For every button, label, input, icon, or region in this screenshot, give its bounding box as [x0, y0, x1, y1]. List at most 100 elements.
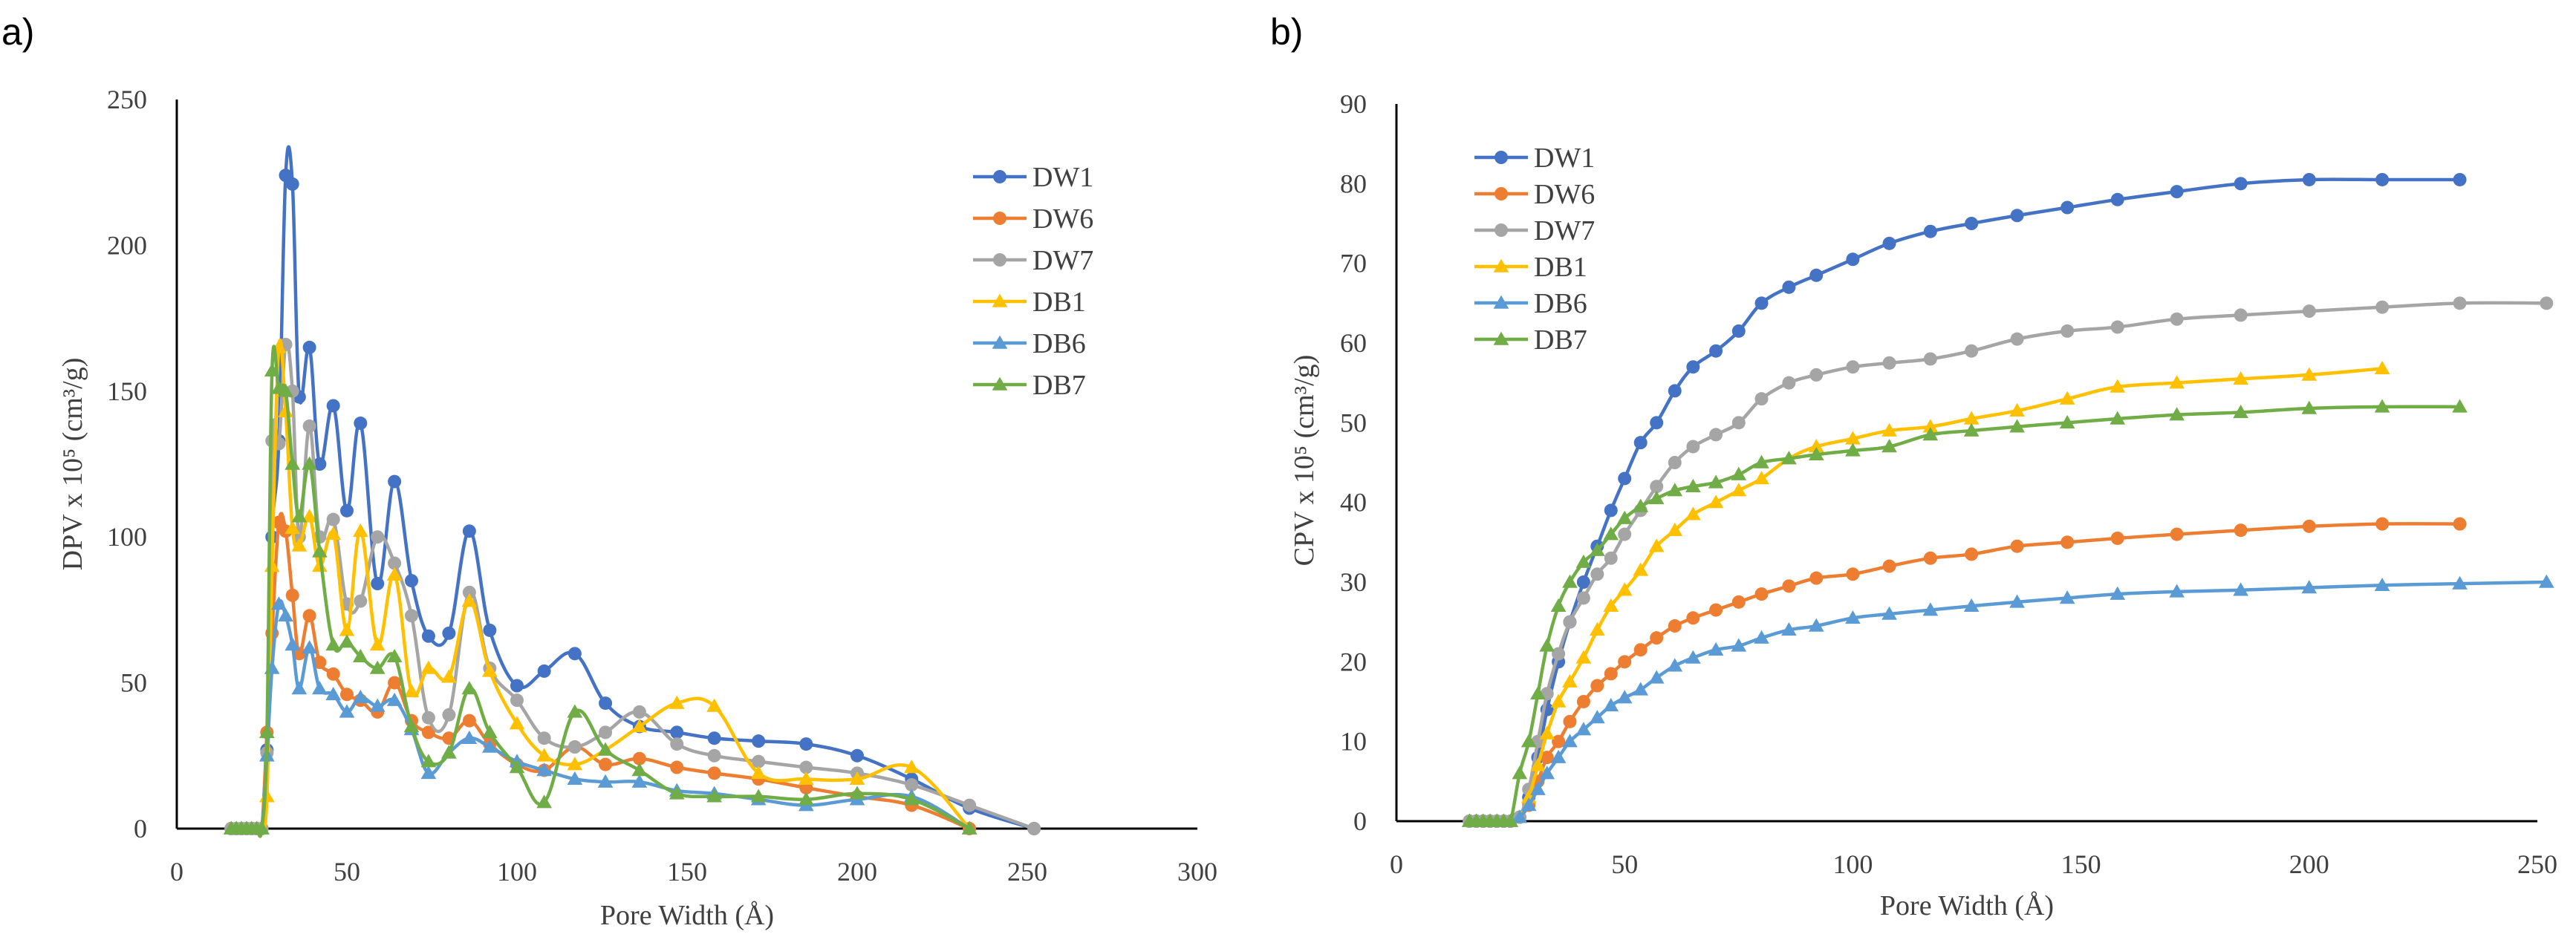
data-point — [421, 711, 435, 725]
data-point — [1809, 571, 1824, 585]
data-point — [1493, 331, 1509, 345]
data-point — [405, 574, 419, 588]
data-point — [1808, 439, 1824, 453]
legend-entry-db1: DB1 — [1474, 252, 1587, 283]
data-point — [388, 556, 402, 570]
data-point — [1782, 579, 1796, 593]
data-point — [1809, 268, 1824, 282]
data-point — [1494, 151, 1508, 164]
data-point — [313, 656, 327, 670]
x-tick-label: 100 — [497, 857, 537, 887]
x-tick-label: 300 — [1177, 857, 1217, 887]
data-point — [993, 170, 1006, 183]
data-point — [339, 622, 355, 636]
legend: DW1 DW6 DW7 DB1 DB6 DB7 — [1474, 143, 1595, 356]
data-point — [1633, 498, 1649, 512]
data-point — [1550, 749, 1567, 763]
y-axis-title: CPV x 10⁵ (cm³/g) — [1289, 355, 1320, 567]
data-point — [752, 734, 766, 748]
data-point — [1575, 650, 1592, 664]
data-point — [992, 293, 1008, 307]
data-point — [352, 648, 368, 663]
x-axis-title: Pore Width (Å) — [1880, 890, 2054, 921]
y-tick-labels: 0 10 20 30 40 50 60 70 80 90 — [1340, 89, 1367, 836]
data-point — [302, 419, 316, 433]
data-point — [1512, 765, 1528, 780]
data-point — [631, 774, 648, 788]
data-point — [993, 212, 1006, 225]
y-tick-label: 150 — [107, 376, 147, 406]
data-point — [302, 509, 317, 523]
legend-entry-db1: DB1 — [973, 287, 1086, 318]
data-point — [403, 719, 420, 733]
data-point — [461, 593, 478, 607]
data-point — [2538, 574, 2554, 588]
series-db6 — [1461, 574, 2554, 827]
data-point — [1882, 236, 1896, 250]
data-point — [1648, 538, 1665, 552]
legend-label: DB6 — [1032, 328, 1086, 359]
series-line — [231, 512, 970, 838]
data-point — [1650, 480, 1664, 494]
data-point — [1881, 606, 1897, 620]
y-tick-label: 30 — [1340, 567, 1367, 597]
y-tick-label: 250 — [107, 85, 147, 114]
legend-label: DB1 — [1534, 252, 1587, 283]
data-point — [1923, 352, 1937, 366]
data-point — [386, 567, 403, 581]
data-point — [1667, 522, 1683, 536]
data-point — [2009, 419, 2025, 433]
data-point — [2110, 411, 2126, 425]
data-point — [1589, 710, 1605, 724]
data-point — [1731, 595, 1746, 609]
data-point — [285, 588, 299, 602]
data-point — [369, 660, 386, 674]
data-point — [1618, 527, 1632, 541]
legend-entry-dw6: DW6 — [1474, 179, 1595, 210]
y-tick-label: 60 — [1340, 328, 1367, 358]
data-point — [1686, 440, 1700, 454]
data-point — [798, 791, 814, 806]
data-point — [2170, 527, 2184, 541]
data-point — [1027, 822, 1041, 835]
data-point — [2374, 360, 2390, 375]
data-point — [1922, 419, 1939, 433]
data-point — [537, 731, 551, 745]
data-point — [2061, 535, 2075, 549]
data-point — [264, 362, 280, 377]
x-tick-labels: 0 50 100 150 200 250 — [1390, 849, 2557, 879]
data-point — [707, 731, 721, 745]
legend-label: DW7 — [1534, 215, 1595, 247]
data-point — [1965, 217, 1979, 230]
series-line — [1469, 522, 2460, 823]
data-point — [302, 640, 317, 654]
data-point — [849, 771, 865, 785]
data-point — [850, 748, 864, 763]
data-point — [1493, 295, 1509, 309]
series-db1 — [1461, 360, 2390, 827]
data-point — [1503, 813, 1518, 827]
panel-label-a: a) — [1, 11, 34, 53]
y-tick-label: 20 — [1340, 647, 1367, 676]
legend-entry-db7: DB7 — [1474, 324, 1587, 356]
x-tick-label: 200 — [837, 857, 877, 887]
data-point — [482, 725, 498, 739]
data-point — [1576, 695, 1590, 708]
data-point — [1552, 647, 1566, 661]
data-point — [1562, 734, 1578, 748]
data-point — [2234, 177, 2248, 191]
data-point — [2169, 407, 2185, 421]
data-point — [1845, 443, 1861, 457]
y-tick-label: 100 — [107, 522, 147, 552]
series-line — [1469, 301, 2547, 823]
data-point — [1922, 602, 1939, 616]
data-point — [386, 648, 403, 663]
data-point — [2061, 324, 2075, 338]
data-point — [2170, 312, 2184, 326]
data-point — [1530, 685, 1546, 700]
data-point — [2375, 300, 2390, 314]
data-point — [963, 798, 977, 812]
data-point — [1633, 682, 1649, 696]
data-point — [1709, 428, 1723, 442]
series-line — [1469, 405, 2460, 827]
